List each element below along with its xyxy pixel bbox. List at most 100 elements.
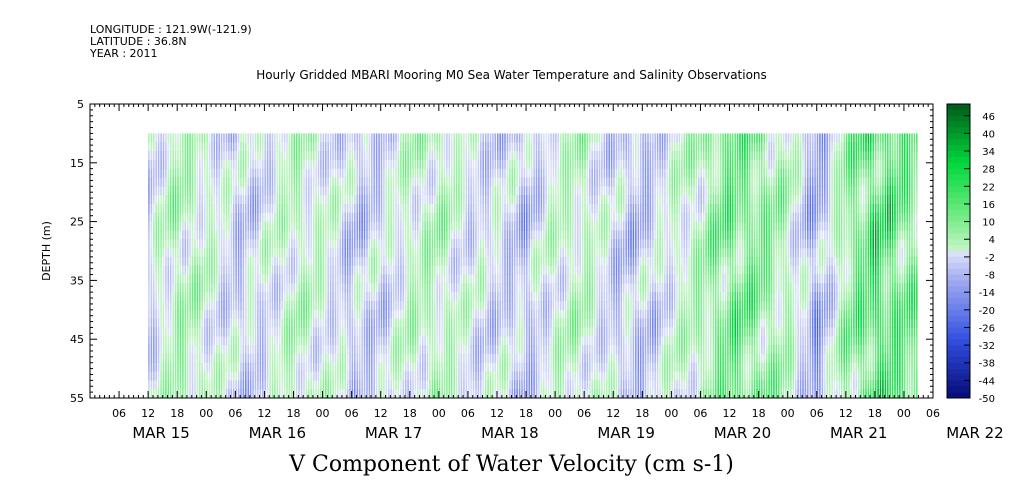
heatmap-cell [206,274,208,284]
heatmap-cell [368,380,371,390]
heatmap-cell [339,248,342,258]
heatmap-cell [308,151,310,161]
heatmap-cell [397,230,400,240]
heatmap-cell [528,195,531,205]
heatmap-cell [172,336,174,346]
heatmap-cell [494,239,497,249]
heatmap-cell [528,274,531,284]
heatmap-cell [160,159,162,170]
heatmap-cell [426,151,429,161]
heatmap-cell [346,212,349,223]
heatmap-cell [543,230,545,240]
heatmap-cell [547,380,550,390]
heatmap-cell [467,239,470,249]
heatmap-cell [465,204,468,214]
heatmap-cell [150,177,153,187]
heatmap-cell [271,336,274,346]
heatmap-cell [191,168,194,178]
heatmap-cell [208,353,211,364]
heatmap-cell [346,301,349,311]
heatmap-cell [407,133,409,143]
heatmap-cell [172,371,174,381]
heatmap-cell [223,265,225,275]
heatmap-cell [516,133,518,143]
heatmap-cell [465,195,468,205]
heatmap-cell [400,248,402,258]
heatmap-cell [308,256,310,267]
heatmap-cell [402,212,405,223]
heatmap-cell [332,159,334,170]
heatmap-cell [438,309,441,320]
heatmap-cell [317,345,320,355]
heatmap-cell [172,301,174,311]
heatmap-cell [412,265,414,275]
heatmap-cell [339,283,342,293]
heatmap-cell [535,151,538,161]
heatmap-cell [453,212,455,223]
heatmap-cell [206,336,208,346]
heatmap-cell [303,353,305,364]
heatmap-cell [453,195,455,205]
heatmap-cell [484,274,487,284]
heatmap-cell [155,256,157,267]
heatmap-cell [232,133,235,143]
heatmap-cell [521,142,523,152]
heatmap-cell [189,230,191,240]
heatmap-cell [172,274,174,284]
heatmap-cell [169,292,172,302]
heatmap-cell [157,301,160,311]
heatmap-cell [404,345,407,355]
heatmap-cell [179,265,182,275]
heatmap-cell [499,336,501,346]
heatmap-cell [148,345,150,355]
heatmap-cell [153,159,155,170]
heatmap-cell [513,230,516,240]
heatmap-cell [206,301,208,311]
heatmap-cell [317,151,320,161]
heatmap-cell [356,362,359,372]
heatmap-cell [421,133,424,143]
heatmap-cell [269,318,271,328]
heatmap-cell [371,142,373,152]
heatmap-cell [489,345,492,355]
heatmap-cell [310,265,312,275]
heatmap-cell [249,283,252,293]
heatmap-cell [404,292,407,302]
heatmap-cell [545,265,547,275]
heatmap-cell [424,159,426,170]
heatmap-cell [191,301,194,311]
heatmap-cell [153,380,155,390]
heatmap-cell [409,274,412,284]
heatmap-cell [286,142,288,152]
heatmap-cell [373,195,375,205]
heatmap-cell [211,318,213,328]
heatmap-cell [162,186,165,196]
heatmap-cell [259,283,262,293]
heatmap-cell [373,159,375,170]
heatmap-cell [438,168,441,178]
heatmap-cell [218,327,220,337]
heatmap-cell [184,221,187,231]
heatmap-cell [373,142,375,152]
heatmap-cell [438,248,441,258]
heatmap-cell [155,168,157,178]
heatmap-cell [392,159,395,170]
heatmap-cell [332,301,334,311]
heatmap-cell [196,336,199,346]
heatmap-cell [499,274,501,284]
heatmap-cell [191,362,194,372]
heatmap-cell [356,248,359,258]
heatmap-cell [540,309,543,320]
heatmap-cell [247,362,250,372]
heatmap-cell [329,142,332,152]
heatmap-cell [305,221,308,231]
heatmap-cell [269,168,271,178]
heatmap-cell [506,336,509,346]
heatmap-cell [206,292,208,302]
heatmap-cell [383,221,385,231]
heatmap-cell [208,318,211,328]
heatmap-cell [189,345,191,355]
heatmap-cell [543,380,545,390]
heatmap-cell [191,265,194,275]
heatmap-cell [441,345,443,355]
